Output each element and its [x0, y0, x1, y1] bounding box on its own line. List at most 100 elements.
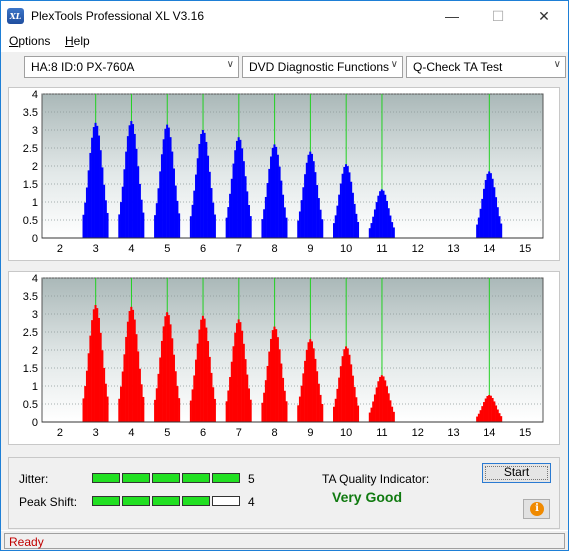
info-button[interactable]: i: [523, 499, 550, 519]
bar: [125, 151, 128, 238]
minimize-button[interactable]: —: [445, 8, 459, 24]
bar: [82, 398, 85, 422]
bar: [99, 332, 102, 422]
bar: [241, 148, 244, 238]
x-tick-label: 4: [128, 427, 134, 439]
bar: [103, 367, 106, 422]
bar: [345, 164, 348, 238]
bar: [357, 405, 360, 422]
bar: [477, 217, 480, 238]
menu-help[interactable]: Help: [65, 34, 90, 48]
results-panel: Jitter: 5 Peak Shift: 4 TA Quality Indic…: [8, 457, 560, 529]
bar: [191, 389, 194, 422]
bar: [333, 223, 336, 238]
x-tick-label: 15: [519, 243, 531, 255]
bar: [355, 397, 358, 422]
bar: [118, 398, 121, 422]
bar: [477, 413, 480, 422]
x-tick-label: 12: [412, 243, 424, 255]
test-select[interactable]: Q-Check TA Test ∨: [406, 56, 566, 78]
bar: [379, 191, 382, 238]
bar: [319, 394, 322, 422]
bar: [227, 390, 230, 422]
bar: [178, 398, 181, 422]
bar: [317, 383, 320, 422]
bar: [106, 396, 109, 422]
bar: [346, 348, 349, 422]
bar: [189, 216, 192, 238]
status-bar: Ready: [1, 530, 568, 550]
start-button[interactable]: Start: [482, 463, 551, 483]
bar: [483, 402, 486, 422]
bar: [201, 315, 204, 422]
bar: [189, 400, 192, 422]
bar: [97, 317, 100, 422]
bar: [285, 217, 288, 238]
bar: [491, 397, 494, 422]
function-select[interactable]: DVD Diagnostic Functions ∨: [242, 56, 403, 78]
close-button[interactable]: ✕: [538, 8, 550, 24]
bar: [312, 161, 315, 238]
bar: [247, 205, 250, 238]
x-tick-label: 3: [93, 243, 99, 255]
x-tick-label: 6: [200, 427, 206, 439]
bar: [195, 174, 198, 238]
drive-select[interactable]: HA:8 ID:0 PX-760A ∨: [24, 56, 239, 78]
bar: [489, 395, 492, 422]
x-tick-label: 5: [164, 427, 170, 439]
bar: [97, 135, 100, 238]
bar: [82, 214, 85, 238]
menu-options[interactable]: Options: [9, 34, 51, 48]
bar: [375, 202, 378, 238]
bar: [353, 203, 356, 238]
x-tick-label: 8: [272, 427, 278, 439]
bar: [389, 400, 392, 422]
bar: [229, 377, 232, 422]
x-tick-label: 3: [93, 427, 99, 439]
bar: [498, 216, 501, 238]
y-tick-label: 0.5: [23, 215, 38, 227]
x-tick-label: 5: [164, 243, 170, 255]
bar: [495, 405, 498, 422]
x-tick-label: 12: [412, 427, 424, 439]
meter-segment: [122, 473, 150, 483]
bar: [479, 410, 482, 422]
bar: [133, 319, 136, 422]
bar: [235, 140, 238, 238]
bar: [496, 409, 499, 422]
bar: [268, 351, 271, 422]
bar: [85, 370, 88, 422]
bar: [348, 172, 351, 238]
bar: [172, 354, 175, 422]
bar: [353, 387, 356, 422]
bar: [343, 166, 346, 238]
bar: [210, 188, 213, 238]
bar: [498, 413, 501, 422]
bar: [370, 223, 373, 238]
bar: [283, 207, 286, 238]
title-bar: XL PlexTools Professional XL V3.16 — ☐ ✕: [1, 1, 568, 31]
maximize-button[interactable]: ☐: [491, 8, 505, 24]
x-tick-label: 11: [376, 427, 387, 439]
bar: [198, 143, 201, 238]
jitter-chart: 0 0.5 1 1.5 2 2.5 3 3.5 4 2 3 4 5 6 7 8 9 10 11 12 13 14 15: [23, 89, 544, 255]
bar: [130, 306, 133, 422]
bar: [387, 208, 390, 238]
bar: [341, 173, 344, 238]
bar: [247, 388, 250, 422]
meter-segment: [122, 496, 150, 506]
bar: [169, 324, 172, 422]
bar: [196, 343, 199, 422]
x-tick-label: 6: [200, 243, 206, 255]
menu-bar: Options Help: [1, 31, 568, 52]
bar: [249, 399, 252, 422]
bar: [307, 342, 310, 422]
bar: [483, 188, 486, 238]
bar: [213, 398, 216, 422]
chevron-down-icon: ∨: [553, 59, 561, 70]
bar: [138, 183, 141, 238]
bar: [191, 204, 194, 238]
bar: [261, 402, 264, 422]
y-tick-label: 0: [32, 233, 38, 245]
bar: [225, 217, 228, 238]
